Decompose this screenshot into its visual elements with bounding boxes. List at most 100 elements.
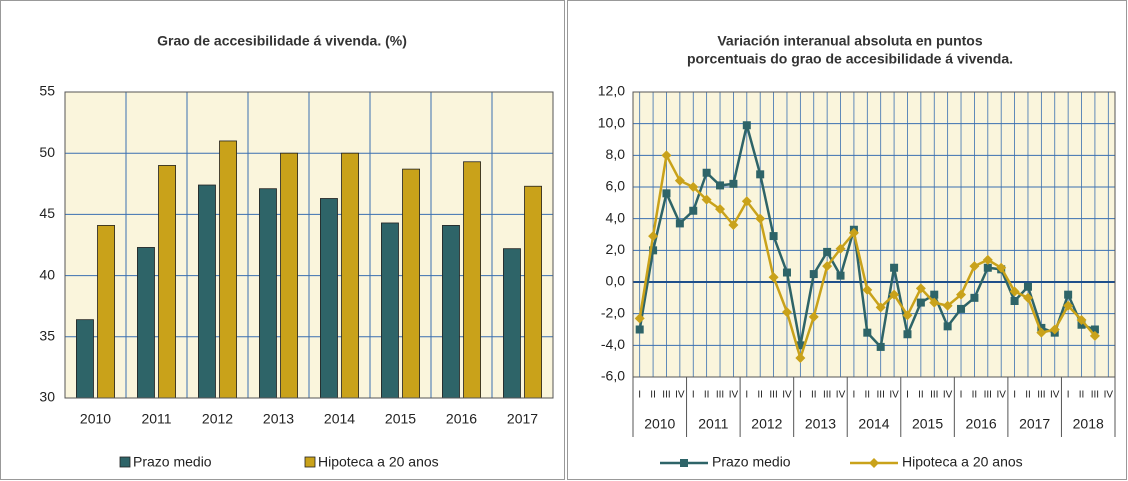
point (809, 270, 818, 279)
point (915, 283, 926, 294)
year-label: 2011 (698, 416, 728, 432)
point (728, 220, 739, 230)
point (769, 232, 778, 241)
legend-label: Hipoteca a 20 anos (902, 454, 1023, 470)
point (1064, 290, 1073, 299)
plot-border (64, 91, 554, 399)
x-tick-label: II (865, 390, 871, 401)
point (836, 271, 845, 280)
legend-label: Prazo medio (712, 454, 791, 470)
x-tick-label: IV (889, 390, 899, 401)
point (741, 196, 752, 207)
x-tick-label: 2013 (263, 411, 294, 427)
x-tick-label: 2010 (80, 411, 111, 427)
bar (381, 222, 399, 399)
point (635, 325, 644, 334)
point (822, 261, 833, 272)
point (756, 170, 765, 179)
point (662, 189, 671, 198)
point (996, 262, 1007, 273)
x-tick-label: IV (675, 390, 685, 401)
y-tick-label: 50 (39, 144, 55, 160)
x-tick-label: I (1067, 390, 1070, 401)
x-tick-label: II (1025, 390, 1031, 401)
point (862, 284, 873, 295)
point (889, 289, 900, 300)
point (796, 341, 805, 350)
point (675, 219, 684, 228)
x-tick-label: 2012 (202, 411, 233, 427)
plot-border (632, 91, 1116, 378)
legend-label: Hipoteca a 20 anos (318, 454, 439, 470)
point (1076, 315, 1087, 325)
bar (76, 319, 94, 399)
point (702, 168, 711, 177)
legend-label: Prazo medio (133, 454, 212, 470)
x-tick-label: 2014 (324, 411, 355, 427)
x-tick-label: III (662, 390, 670, 401)
x-tick-label: III (984, 390, 992, 401)
x-tick-label: III (823, 390, 831, 401)
point (716, 181, 725, 190)
year-label: 2015 (912, 416, 943, 432)
point (902, 310, 913, 321)
plot-area (633, 92, 1115, 377)
bar (97, 225, 115, 399)
bar (219, 140, 237, 399)
x-tick-label: I (692, 390, 695, 401)
x-tick-label: IV (836, 390, 846, 401)
year-label: 2010 (644, 416, 675, 432)
x-tick-label: II (1079, 390, 1085, 401)
point (1063, 300, 1074, 311)
point (808, 311, 819, 322)
point (649, 246, 658, 255)
point (835, 243, 846, 254)
x-tick-label: II (704, 390, 710, 401)
y-tick-label: 0,0 (606, 273, 626, 289)
x-tick-label: IV (782, 390, 792, 401)
point (876, 342, 885, 351)
x-tick-label: III (769, 390, 777, 401)
bar (259, 188, 277, 399)
x-tick-label: I (906, 390, 909, 401)
year-label: 2017 (1019, 416, 1050, 432)
bar (503, 248, 521, 399)
point (930, 290, 939, 299)
x-tick-label: I (853, 390, 856, 401)
year-label: 2016 (966, 416, 997, 432)
x-tick-label: I (960, 390, 963, 401)
y-tick-label: 45 (39, 205, 55, 221)
bar (280, 152, 298, 399)
bar (198, 184, 216, 399)
point (701, 194, 712, 205)
x-tick-label: IV (729, 390, 739, 401)
point (1036, 327, 1047, 338)
point (795, 353, 806, 363)
point (782, 268, 791, 277)
point (755, 213, 766, 224)
chart-title: porcentuais do grao de accesibilidade á … (687, 51, 1013, 67)
year-label: 2012 (751, 416, 782, 432)
point (1009, 286, 1020, 297)
x-tick-label: III (930, 390, 938, 401)
x-tick-label: I (799, 390, 802, 401)
point (688, 182, 699, 192)
y-tick-label: -2,0 (601, 304, 625, 320)
legend-swatch (304, 456, 316, 468)
bar (158, 165, 176, 399)
y-tick-label: -6,0 (601, 368, 625, 384)
y-tick-label: 6,0 (606, 178, 626, 194)
bar (402, 168, 420, 399)
point (982, 254, 993, 265)
y-tick-label: 12,0 (598, 83, 625, 99)
point (890, 263, 899, 272)
x-tick-label: II (972, 390, 978, 401)
point (742, 121, 751, 130)
point (823, 247, 832, 256)
point (869, 458, 879, 468)
year-label: 2014 (858, 416, 889, 432)
y-tick-label: 8,0 (606, 146, 626, 162)
y-tick-label: -4,0 (601, 336, 625, 352)
chart-title: Grao de accesibilidade á vivenda. (%) (157, 33, 407, 49)
